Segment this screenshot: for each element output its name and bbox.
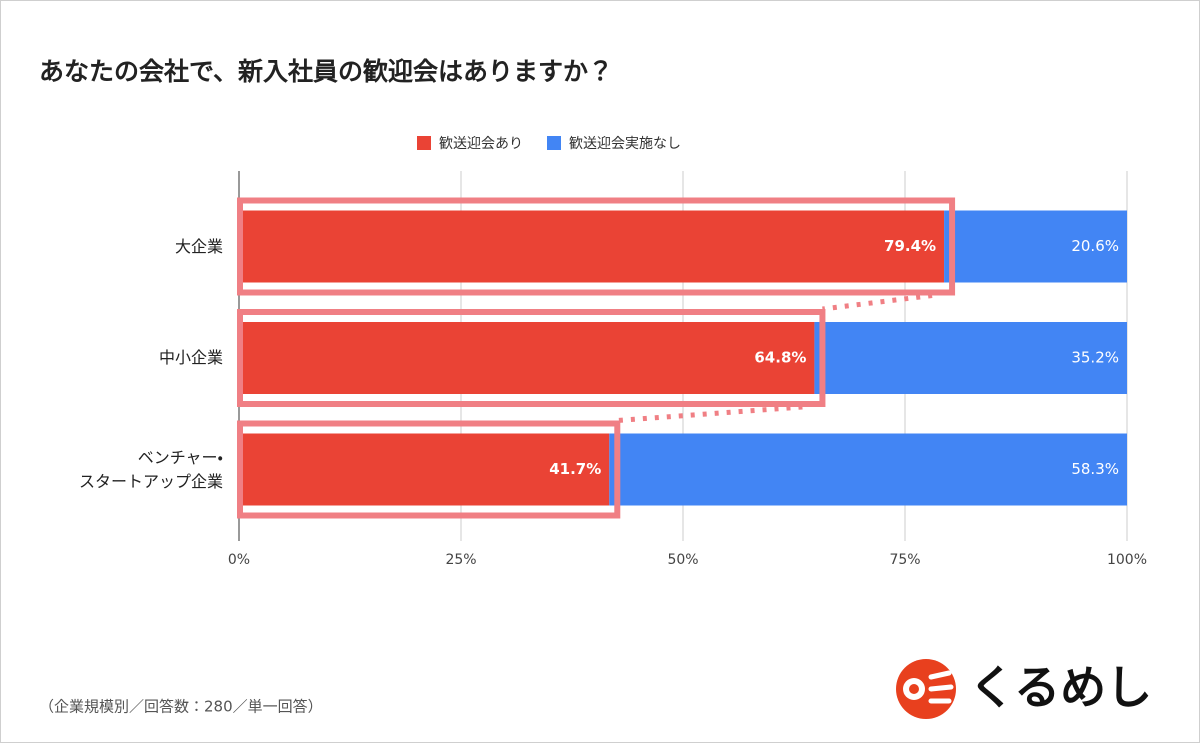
- logo-text: くるめし: [969, 661, 1152, 715]
- x-tick-label: 25%: [445, 552, 476, 568]
- bar: [944, 210, 1127, 283]
- value-label: 20.6%: [1071, 237, 1119, 255]
- footnote: （企業規模別／回答数：280／単一回答）: [39, 698, 323, 716]
- value-label: 35.2%: [1071, 349, 1119, 367]
- bar: [239, 433, 610, 506]
- highlight-box: [237, 197, 956, 296]
- highlight-box: [237, 309, 826, 407]
- logo-icon: [896, 659, 956, 719]
- bar: [239, 210, 945, 283]
- value-label: 41.7%: [549, 460, 601, 478]
- chart-title: あなたの会社で、新入社員の歓迎会はありますか？: [39, 57, 613, 86]
- bar: [814, 322, 1127, 394]
- legend-label: 歓送迎会あり: [439, 136, 523, 152]
- legend-label: 歓送迎会実施なし: [569, 136, 681, 152]
- x-tick-label: 0%: [228, 552, 250, 568]
- highlight-connector: [617, 404, 803, 423]
- bar: [239, 322, 815, 394]
- legend-swatch: [417, 136, 431, 150]
- y-tick-label: ベンチャー・ スタートアップ企業: [78, 447, 223, 491]
- y-tick-label: 中小企業: [158, 348, 223, 367]
- bar: [609, 433, 1127, 506]
- legend-swatch: [547, 136, 561, 150]
- value-label: 64.8%: [754, 349, 806, 367]
- value-label: 79.4%: [884, 237, 936, 255]
- highlight-connector: [822, 293, 933, 312]
- highlight-box: [237, 420, 621, 519]
- x-tick-label: 100%: [1107, 552, 1147, 568]
- y-tick-label: 大企業: [174, 236, 223, 256]
- value-label: 58.3%: [1071, 460, 1119, 478]
- x-tick-label: 50%: [667, 552, 698, 568]
- x-tick-label: 75%: [889, 552, 920, 568]
